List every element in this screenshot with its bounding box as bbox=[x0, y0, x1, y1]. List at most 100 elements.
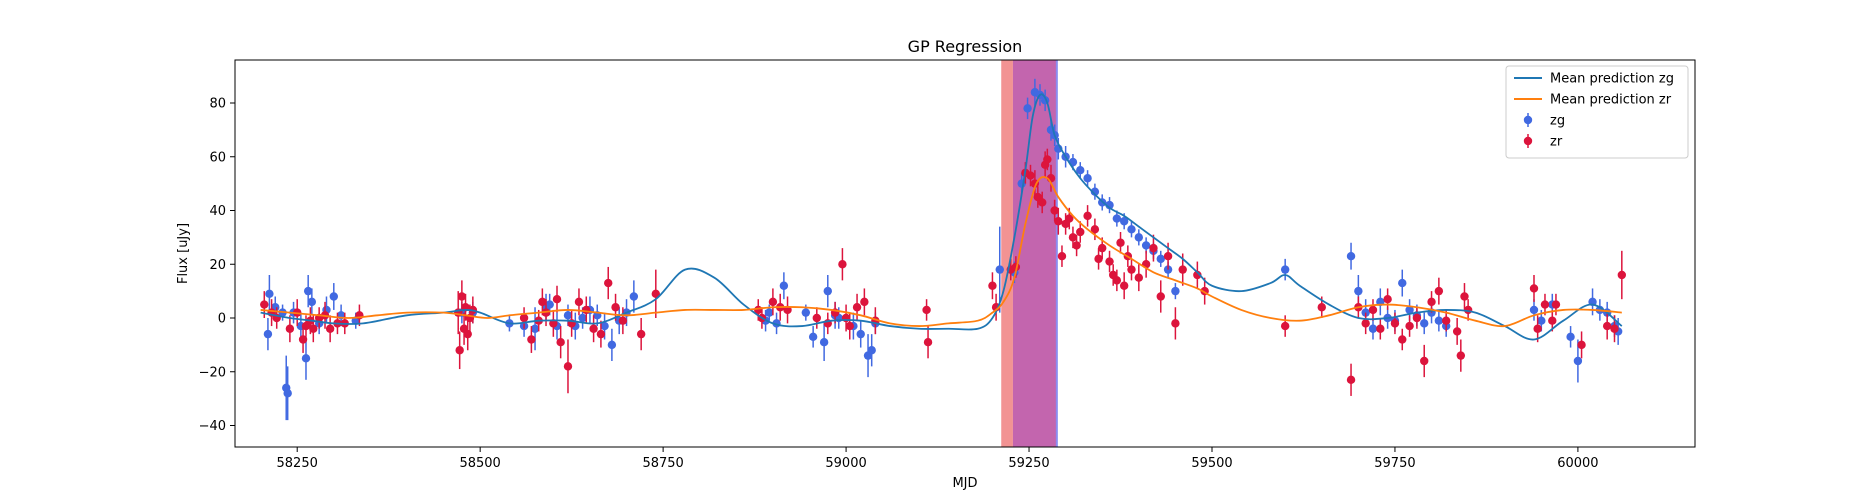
point-zr-71 bbox=[1054, 217, 1063, 226]
point-zr-107 bbox=[1398, 335, 1407, 344]
point-zg-8 bbox=[301, 354, 311, 363]
point-zr-41 bbox=[651, 289, 661, 299]
point-zg-20 bbox=[530, 324, 540, 333]
y-axis-label: Flux [uJy] bbox=[176, 223, 191, 284]
point-zr-92 bbox=[1156, 292, 1165, 301]
point-zr-105 bbox=[1383, 294, 1392, 304]
point-zr-5 bbox=[298, 335, 308, 344]
point-zr-17 bbox=[457, 292, 467, 301]
point-zr-88 bbox=[1127, 265, 1136, 274]
point-zr-11 bbox=[325, 324, 335, 333]
point-zr-37 bbox=[604, 278, 613, 288]
point-zg-61 bbox=[1076, 165, 1085, 175]
point-zg-38 bbox=[801, 308, 811, 317]
point-zr-44 bbox=[768, 297, 778, 307]
point-zg-66 bbox=[1112, 214, 1122, 223]
point-zr-113 bbox=[1441, 316, 1451, 325]
point-zr-75 bbox=[1068, 233, 1078, 242]
point-zr-84 bbox=[1112, 276, 1122, 285]
point-zr-81 bbox=[1098, 243, 1107, 253]
series-zr bbox=[260, 148, 1627, 396]
point-zg-37 bbox=[779, 281, 789, 290]
point-zr-126 bbox=[1617, 270, 1627, 280]
point-zr-98 bbox=[1280, 321, 1290, 331]
point-zr-86 bbox=[1119, 281, 1129, 290]
point-zg-40 bbox=[819, 337, 829, 347]
point-zg-52 bbox=[1023, 104, 1032, 113]
point-zr-26 bbox=[538, 297, 547, 307]
point-zr-119 bbox=[1533, 324, 1542, 333]
point-zr-94 bbox=[1171, 319, 1180, 328]
point-zr-124 bbox=[1602, 321, 1612, 331]
legend-label-2: zg bbox=[1550, 114, 1565, 129]
point-zr-79 bbox=[1090, 225, 1100, 234]
mean-line-1 bbox=[260, 176, 1622, 328]
point-zr-56 bbox=[922, 305, 931, 315]
point-zg-47 bbox=[867, 346, 876, 355]
point-zr-93 bbox=[1163, 251, 1173, 261]
point-zr-99 bbox=[1317, 303, 1326, 312]
y-tick-label--20: −20 bbox=[199, 365, 226, 380]
point-zr-82 bbox=[1105, 257, 1114, 266]
point-zr-108 bbox=[1405, 321, 1414, 331]
point-zg-88 bbox=[1434, 316, 1444, 325]
point-zr-120 bbox=[1540, 300, 1550, 309]
legend: Mean prediction zg Mean prediction zr zg zr bbox=[1505, 65, 1689, 159]
y-tick-label--40: −40 bbox=[199, 419, 226, 434]
point-zg-49 bbox=[995, 265, 1004, 274]
point-zr-121 bbox=[1548, 316, 1557, 325]
point-zr-34 bbox=[582, 305, 591, 315]
point-zr-38 bbox=[611, 303, 620, 312]
point-zg-39 bbox=[808, 332, 818, 342]
point-zg-62 bbox=[1083, 174, 1092, 183]
point-zg-93 bbox=[1566, 332, 1575, 342]
point-zg-9 bbox=[303, 286, 313, 296]
legend-label-1: Mean prediction zr bbox=[1550, 93, 1672, 108]
point-zr-114 bbox=[1452, 327, 1462, 336]
legend-label-0: Mean prediction zg bbox=[1550, 72, 1674, 87]
point-zg-30 bbox=[607, 340, 617, 350]
point-zg-29 bbox=[600, 321, 609, 331]
x-axis: 58250 58500 58750 59000 59250 59500 59750 60000 bbox=[277, 447, 1599, 471]
point-zr-118 bbox=[1529, 284, 1539, 293]
point-zr-78 bbox=[1083, 211, 1092, 221]
point-zr-116 bbox=[1460, 292, 1469, 301]
point-zg-94 bbox=[1573, 356, 1583, 366]
point-zg-5 bbox=[283, 389, 292, 398]
point-zr-36 bbox=[596, 329, 606, 339]
point-zr-52 bbox=[845, 321, 854, 331]
point-zr-77 bbox=[1076, 227, 1085, 237]
y-tick-label-60: 60 bbox=[209, 150, 226, 165]
x-tick-label-59500: 59500 bbox=[1191, 456, 1232, 471]
point-zg-90 bbox=[1529, 305, 1539, 315]
point-zr-3 bbox=[285, 324, 295, 333]
point-zr-30 bbox=[556, 337, 565, 347]
point-zg-33 bbox=[629, 292, 639, 301]
point-zg-26 bbox=[578, 313, 587, 323]
point-zg-86 bbox=[1420, 319, 1429, 328]
point-zr-54 bbox=[860, 297, 869, 307]
point-zg-72 bbox=[1156, 254, 1165, 264]
point-zr-39 bbox=[618, 316, 628, 325]
point-zr-57 bbox=[923, 337, 933, 347]
point-zr-33 bbox=[574, 297, 584, 307]
point-zr-115 bbox=[1456, 351, 1466, 360]
point-zg-35 bbox=[765, 308, 774, 317]
x-tick-label-58250: 58250 bbox=[277, 456, 318, 471]
point-zr-70 bbox=[1050, 206, 1059, 215]
point-zg-91 bbox=[1537, 316, 1546, 325]
point-zr-102 bbox=[1361, 319, 1370, 328]
point-zg-63 bbox=[1090, 187, 1100, 196]
y-tick-label-20: 20 bbox=[209, 258, 226, 273]
point-zg-67 bbox=[1119, 217, 1129, 226]
point-zr-74 bbox=[1065, 214, 1074, 223]
point-zr-58 bbox=[988, 281, 997, 290]
x-tick-label-58500: 58500 bbox=[459, 456, 500, 471]
point-zr-40 bbox=[636, 329, 646, 339]
point-zr-100 bbox=[1346, 375, 1356, 385]
point-zg-0 bbox=[263, 329, 273, 339]
point-zr-91 bbox=[1149, 243, 1158, 253]
legend-label-3: zr bbox=[1550, 135, 1563, 150]
legend-box bbox=[1505, 65, 1689, 159]
